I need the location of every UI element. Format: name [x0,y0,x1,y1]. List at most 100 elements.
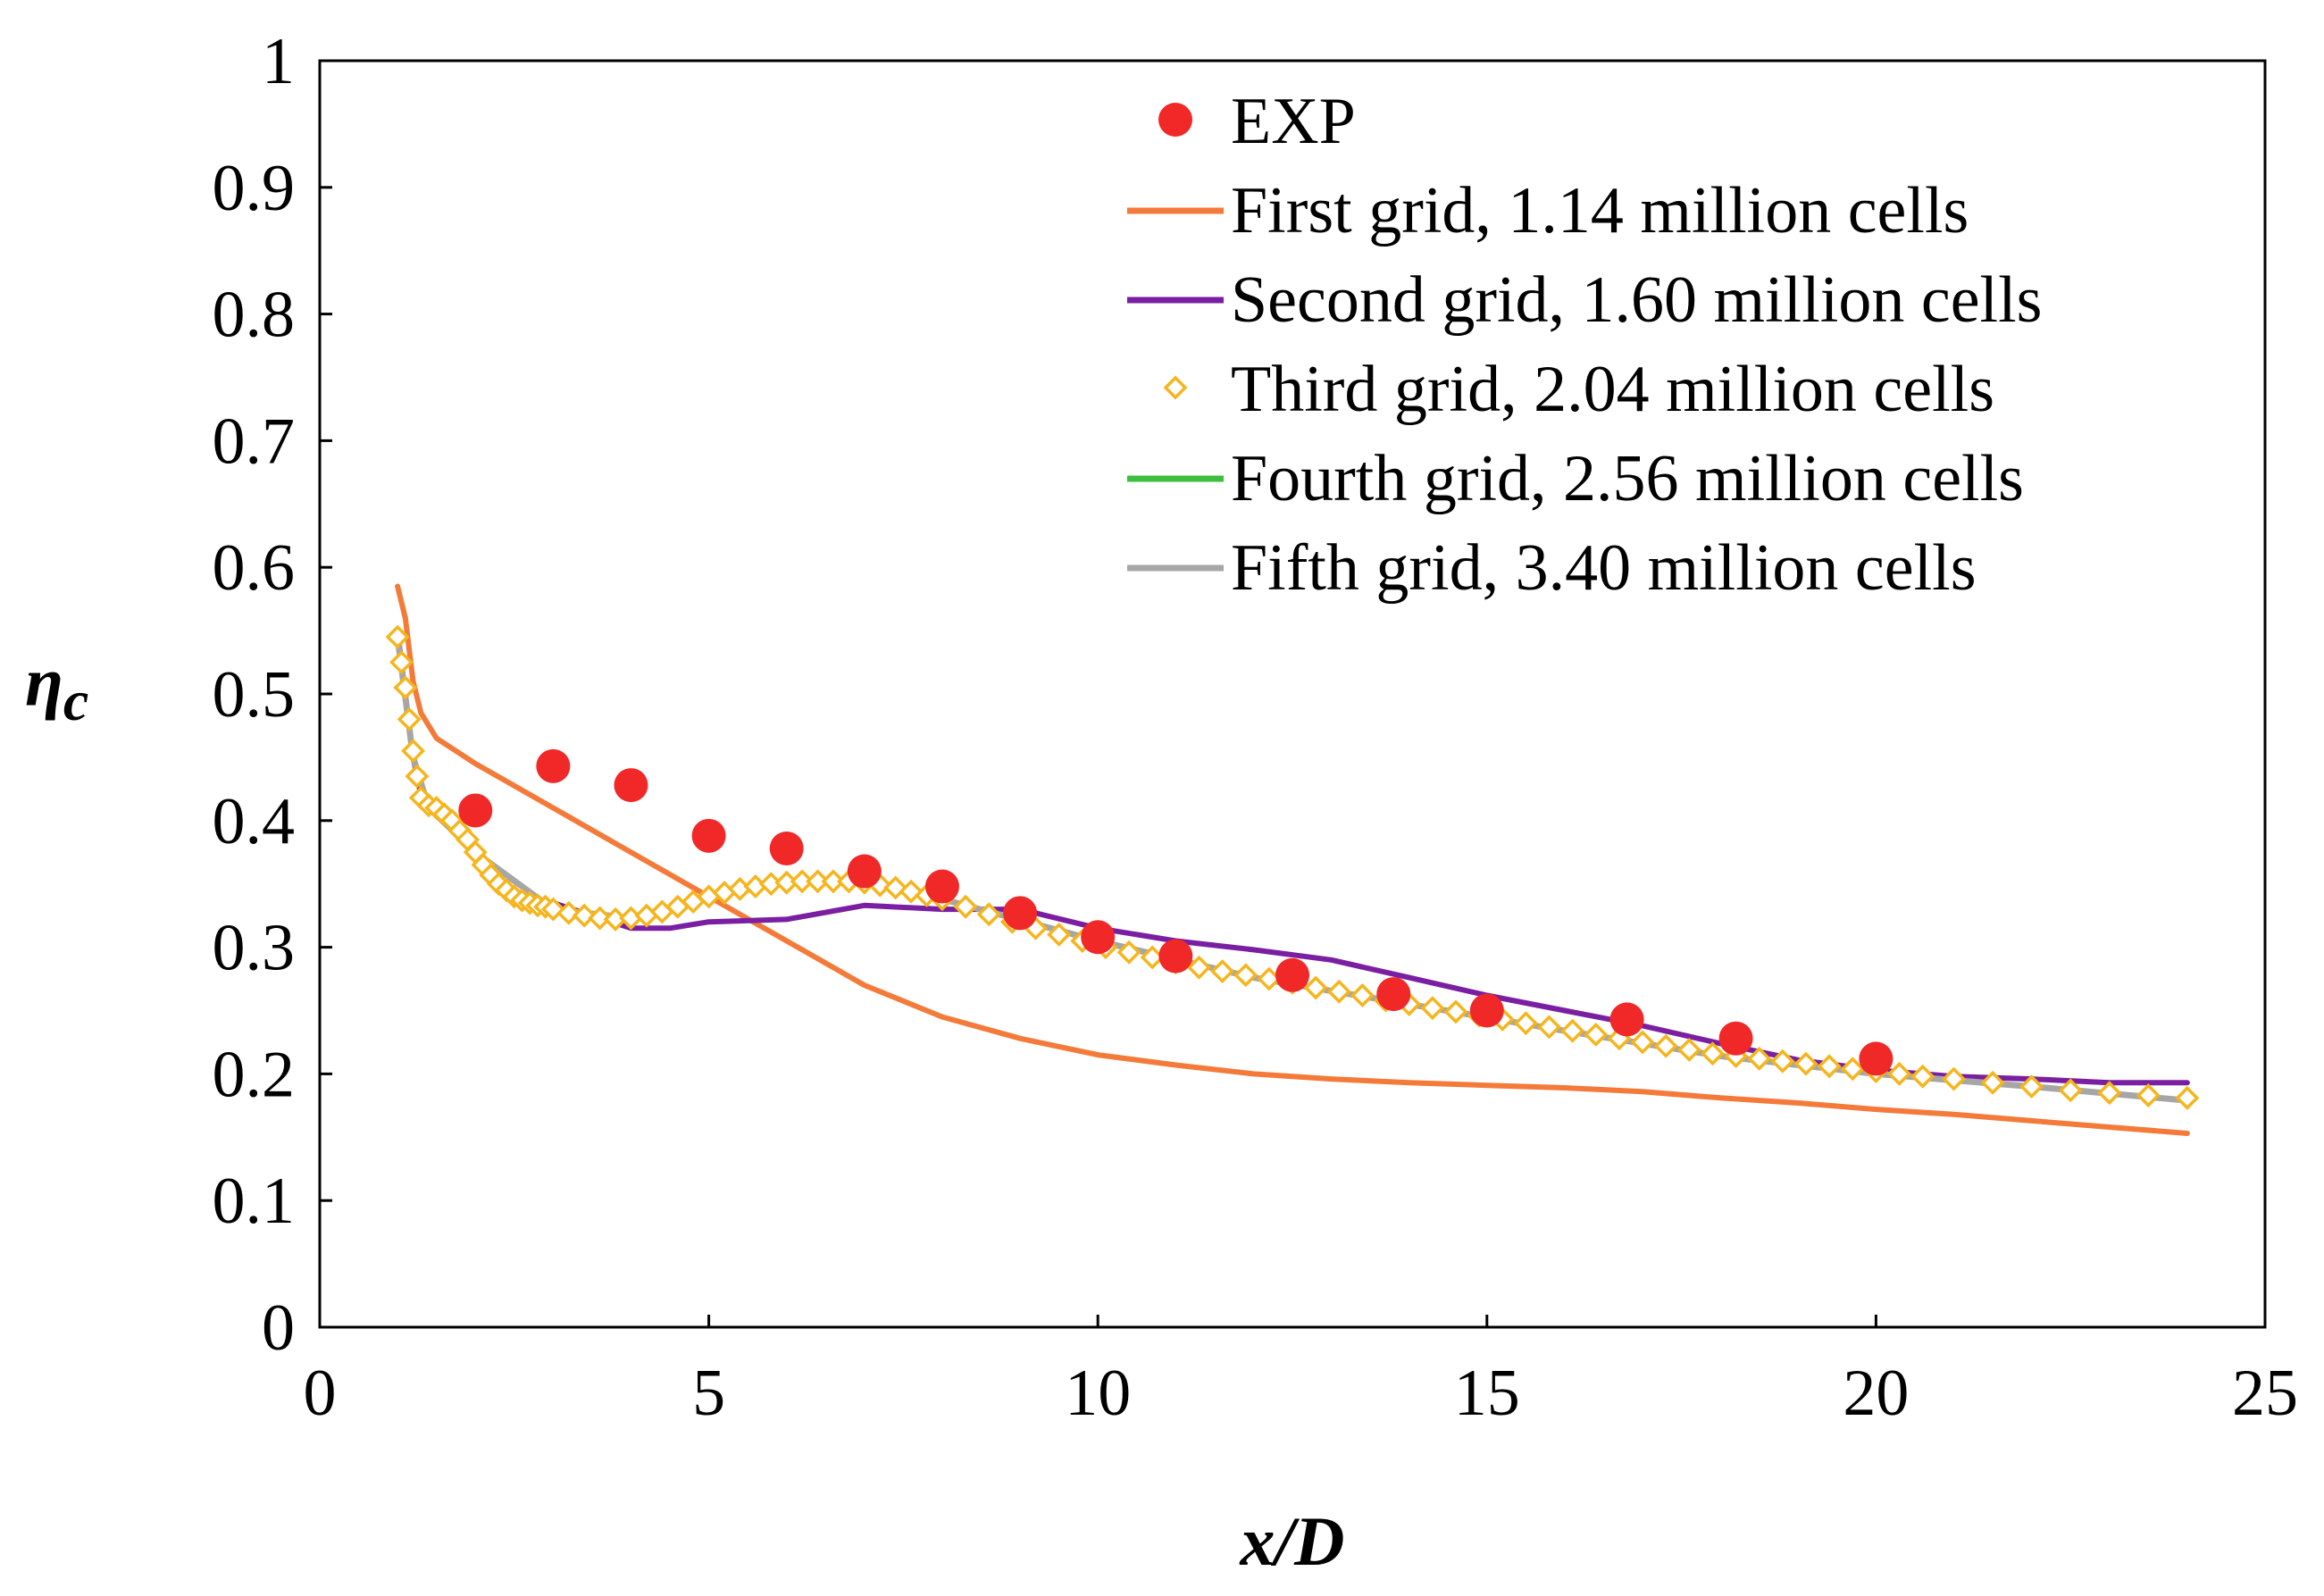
legend-label: First grid, 1.14 million cells [1231,174,1969,247]
data-point [1859,1041,1893,1076]
series-layer [385,583,2200,1136]
y-axis-title-sub: c [63,669,88,732]
y-axis: 0 0.1 0.2 0.3 0.4 0.5 0.6 0.7 0.8 0.9 1 [213,25,332,1365]
y-tick-label: 0.1 [213,1165,296,1238]
legend: EXP First grid, 1.14 million cells Second … [1127,85,2042,605]
data-point [1653,1033,1678,1058]
y-tick-label: 0.3 [213,912,296,985]
series-second-grid-1-60-million-cells [395,628,2190,1086]
data-point [1676,1037,1701,1062]
data-point [806,869,831,894]
data-point [1840,1057,1865,1082]
data-point [1747,1046,1772,1071]
series-line [395,628,2190,1086]
data-point [1513,1011,1538,1036]
legend-item-second-grid-1-60-million-cells: Second grid, 1.60 million cells [1127,263,2042,337]
y-tick-label: 0.2 [213,1038,296,1111]
data-point [1376,977,1411,1012]
data-point [389,650,414,675]
data-point [1469,993,1504,1028]
data-point [691,818,726,853]
data-point [2136,1083,2161,1107]
data-point [1350,983,1375,1007]
data-point [2175,1085,2200,1110]
series-line [394,633,2191,1104]
data-point [1537,1015,1561,1040]
legend-label: Second grid, 1.60 million cells [1231,263,2042,337]
y-axis-title: ηc [25,643,88,732]
data-point [1942,1066,1966,1091]
y-tick-label: 0.7 [213,405,296,478]
data-point [924,869,959,904]
data-point [790,869,815,894]
data-point [1770,1049,1795,1074]
data-point [614,768,648,803]
y-tick-label: 0.8 [213,279,296,352]
data-point [1116,940,1141,965]
series-first-grid-1-14-million-cells [395,583,2190,1136]
x-axis: 0 5 10 15 20 25 [304,1315,2298,1430]
y-tick-label: 0.6 [213,531,296,605]
series-line [395,583,2190,1136]
data-point [1303,975,1328,1000]
legend-label: Fifth grid, 3.40 million cells [1231,531,1977,605]
x-tick-label: 0 [304,1357,337,1430]
data-point [1887,1061,1912,1086]
data-point [572,903,597,928]
data-point [1584,1022,1609,1047]
data-point [1980,1070,2005,1095]
data-point [976,902,1001,927]
data-point [393,675,418,700]
series-line [395,634,2190,1104]
legend-label: EXP [1231,85,1356,158]
data-point [401,739,426,764]
x-tick-label: 5 [692,1357,725,1430]
data-point [1081,920,1116,955]
data-point [1158,939,1193,973]
data-point [1793,1051,1818,1076]
data-point [588,906,613,931]
data-point [821,869,846,894]
data-point [1275,957,1309,992]
data-point [397,706,422,731]
data-point [1210,959,1235,984]
data-point [1817,1054,1842,1079]
data-point [1630,1030,1655,1055]
legend-item-first-grid-1-14-million-cells: First grid, 1.14 million cells [1127,174,1969,247]
plot-area [318,59,2267,1329]
data-point [1443,999,1468,1024]
data-point [769,831,804,865]
data-point [385,624,410,649]
series-fifth-grid-3-40-million-cells [394,633,2191,1104]
data-point [458,793,493,828]
x-tick-label: 15 [1454,1357,1520,1430]
data-point [1718,1021,1753,1056]
data-point [536,748,571,783]
data-point [1560,1018,1585,1043]
data-point [1609,1002,1644,1037]
data-point [1420,996,1445,1021]
data-point [1233,963,1258,988]
data-point [2058,1078,2083,1103]
y-axis-title-main: η [25,643,63,721]
y-tick-label: 0.4 [213,785,296,858]
y-tick-label: 1 [262,25,295,98]
y-tick-label: 0 [262,1291,295,1365]
legend-item-fourth-grid-2-56-million-cells: Fourth grid, 2.56 million cells [1127,442,2024,515]
data-point [405,764,430,789]
y-tick-label: 0.9 [213,152,296,225]
data-point [1047,922,1072,947]
x-axis-title: x/D [1240,1502,1345,1580]
data-point [1910,1064,1935,1089]
data-point [556,900,581,925]
legend-swatch [1163,375,1188,400]
legend-label: Fourth grid, 2.56 million cells [1231,442,2024,515]
legend-item-third-grid-2-04-million-cells: Third grid, 2.04 million cells [1163,353,1994,426]
data-point [1700,1041,1725,1066]
legend-label: Third grid, 2.04 million cells [1231,353,1994,426]
data-point [953,894,978,919]
legend-swatch [1158,103,1192,137]
data-point [847,854,882,889]
x-tick-label: 25 [2232,1357,2298,1430]
